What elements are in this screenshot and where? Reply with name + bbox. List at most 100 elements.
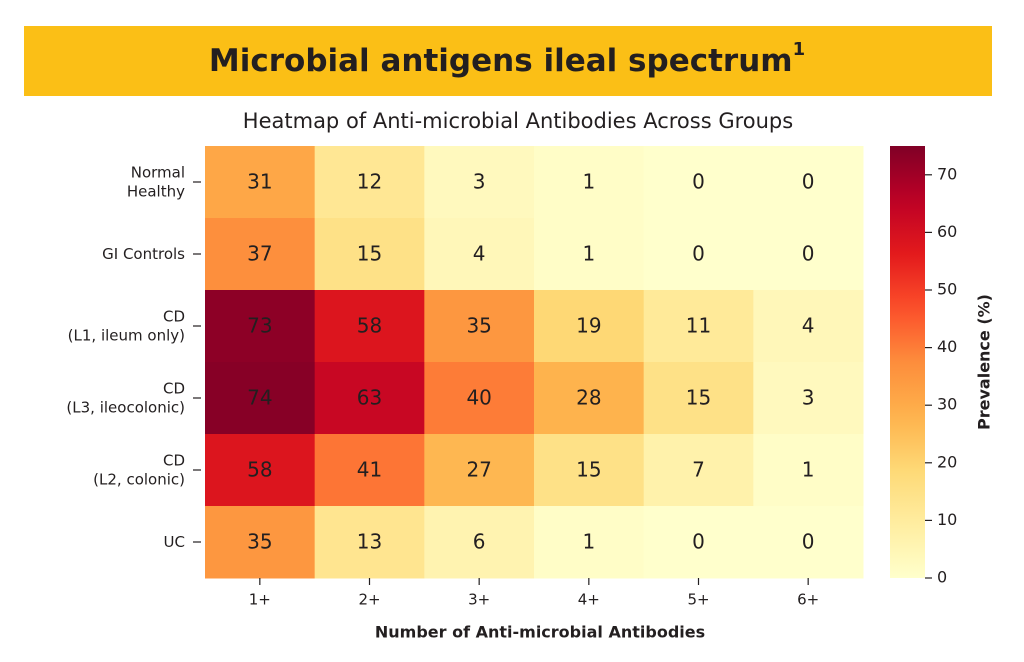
cell-label: 35 [466,314,491,338]
banner-superscript: 1 [793,39,806,60]
heatmap-cell [314,290,425,363]
heatmap-cell [753,434,864,507]
heatmap-cell [643,218,754,291]
heatmap-cell [534,506,645,579]
heatmap-cell [205,506,316,579]
colorbar-tick-label: 60 [937,222,957,241]
heatmap-cell [753,362,864,435]
cell-label: 4 [802,314,815,338]
cell-label: 27 [466,458,491,482]
cell-label: 41 [357,458,382,482]
heatmap-cell [534,362,645,435]
heatmap-cell [205,218,316,291]
cell-label: 7 [692,458,705,482]
cell-label: 28 [576,386,601,410]
colorbar-tick-label: 0 [937,568,947,587]
y-tick-label: Normal Healthy [127,163,185,200]
y-tick-label: GI Controls [102,245,185,263]
heatmap-cell [205,434,316,507]
x-tick-label: 2+ [358,591,380,609]
y-tick-label: CD (L3, ileocolonic) [66,379,185,416]
heatmap-cell [534,146,645,219]
cell-label: 35 [247,530,272,554]
heatmap-cell [424,146,535,219]
heatmap-cell [314,506,425,579]
banner-title: Microbial antigens ileal spectrum1 [209,39,805,79]
cell-label: 37 [247,242,272,266]
colorbar-tick-label: 10 [937,510,957,529]
colorbar-tick-label: 50 [937,280,957,299]
cell-label: 58 [357,314,382,338]
heatmap-cell [424,506,535,579]
x-tick-label: 6+ [797,591,819,609]
heatmap-cell [643,290,754,363]
cell-label: 0 [802,242,815,266]
heatmap-cell [643,146,754,219]
heatmap-cell [534,218,645,291]
colorbar-tick-label: 40 [937,337,957,356]
colorbar-title: Prevalence (%) [975,294,994,430]
heatmap-cell [424,218,535,291]
x-tick-label: 5+ [687,591,709,609]
y-tick-label: UC [164,533,185,551]
colorbar-tick-label: 20 [937,452,957,471]
cell-label: 13 [357,530,382,554]
cell-label: 6 [473,530,486,554]
heatmap-cell [753,290,864,363]
cell-label: 11 [686,314,711,338]
x-tick-label: 1+ [249,591,271,609]
cell-label: 15 [686,386,711,410]
heatmap-cell [753,506,864,579]
colorbar [890,146,925,578]
cell-label: 3 [473,170,486,194]
cell-label: 3 [802,386,815,410]
cell-label: 58 [247,458,272,482]
heatmap-cell [205,362,316,435]
heatmap-cell [534,434,645,507]
cell-label: 0 [692,242,705,266]
cell-label: 0 [692,530,705,554]
heatmap-cell [205,290,316,363]
banner [24,26,992,96]
colorbar-tick-label: 70 [937,164,957,183]
cell-label: 19 [576,314,601,338]
heatmap-cell [643,506,754,579]
cell-label: 1 [582,530,595,554]
banner-text: Microbial antigens ileal spectrum [209,43,793,79]
cell-label: 15 [576,458,601,482]
cell-label: 1 [582,170,595,194]
cell-label: 0 [802,170,815,194]
heatmap-cell [643,362,754,435]
colorbar-tick-label: 30 [937,395,957,414]
cell-label: 1 [802,458,815,482]
heatmap-cell [643,434,754,507]
heatmap-cell [424,290,535,363]
cell-label: 4 [473,242,486,266]
cell-label: 0 [802,530,815,554]
x-axis-title: Number of Anti-microbial Antibodies [375,623,705,642]
cell-label: 73 [247,314,272,338]
heatmap-cell [753,146,864,219]
cell-label: 0 [692,170,705,194]
heatmap-cell [314,434,425,507]
cell-label: 31 [247,170,272,194]
cell-label: 15 [357,242,382,266]
cell-label: 40 [466,386,491,410]
cell-label: 74 [247,386,272,410]
heatmap-cell [314,362,425,435]
cell-label: 1 [582,242,595,266]
cell-label: 12 [357,170,382,194]
x-tick-label: 3+ [468,591,490,609]
heatmap-cell [205,146,316,219]
y-tick-label: CD (L1, ileum only) [68,307,185,344]
cell-label: 63 [357,386,382,410]
heatmap-cell [753,218,864,291]
chart-title: Heatmap of Anti-microbial Antibodies Acr… [243,109,793,133]
heatmap-cell [424,362,535,435]
y-tick-label: CD (L2, colonic) [93,451,185,488]
x-tick-label: 4+ [578,591,600,609]
heatmap-cell [424,434,535,507]
heatmap-cell [314,146,425,219]
heatmap-cell [314,218,425,291]
